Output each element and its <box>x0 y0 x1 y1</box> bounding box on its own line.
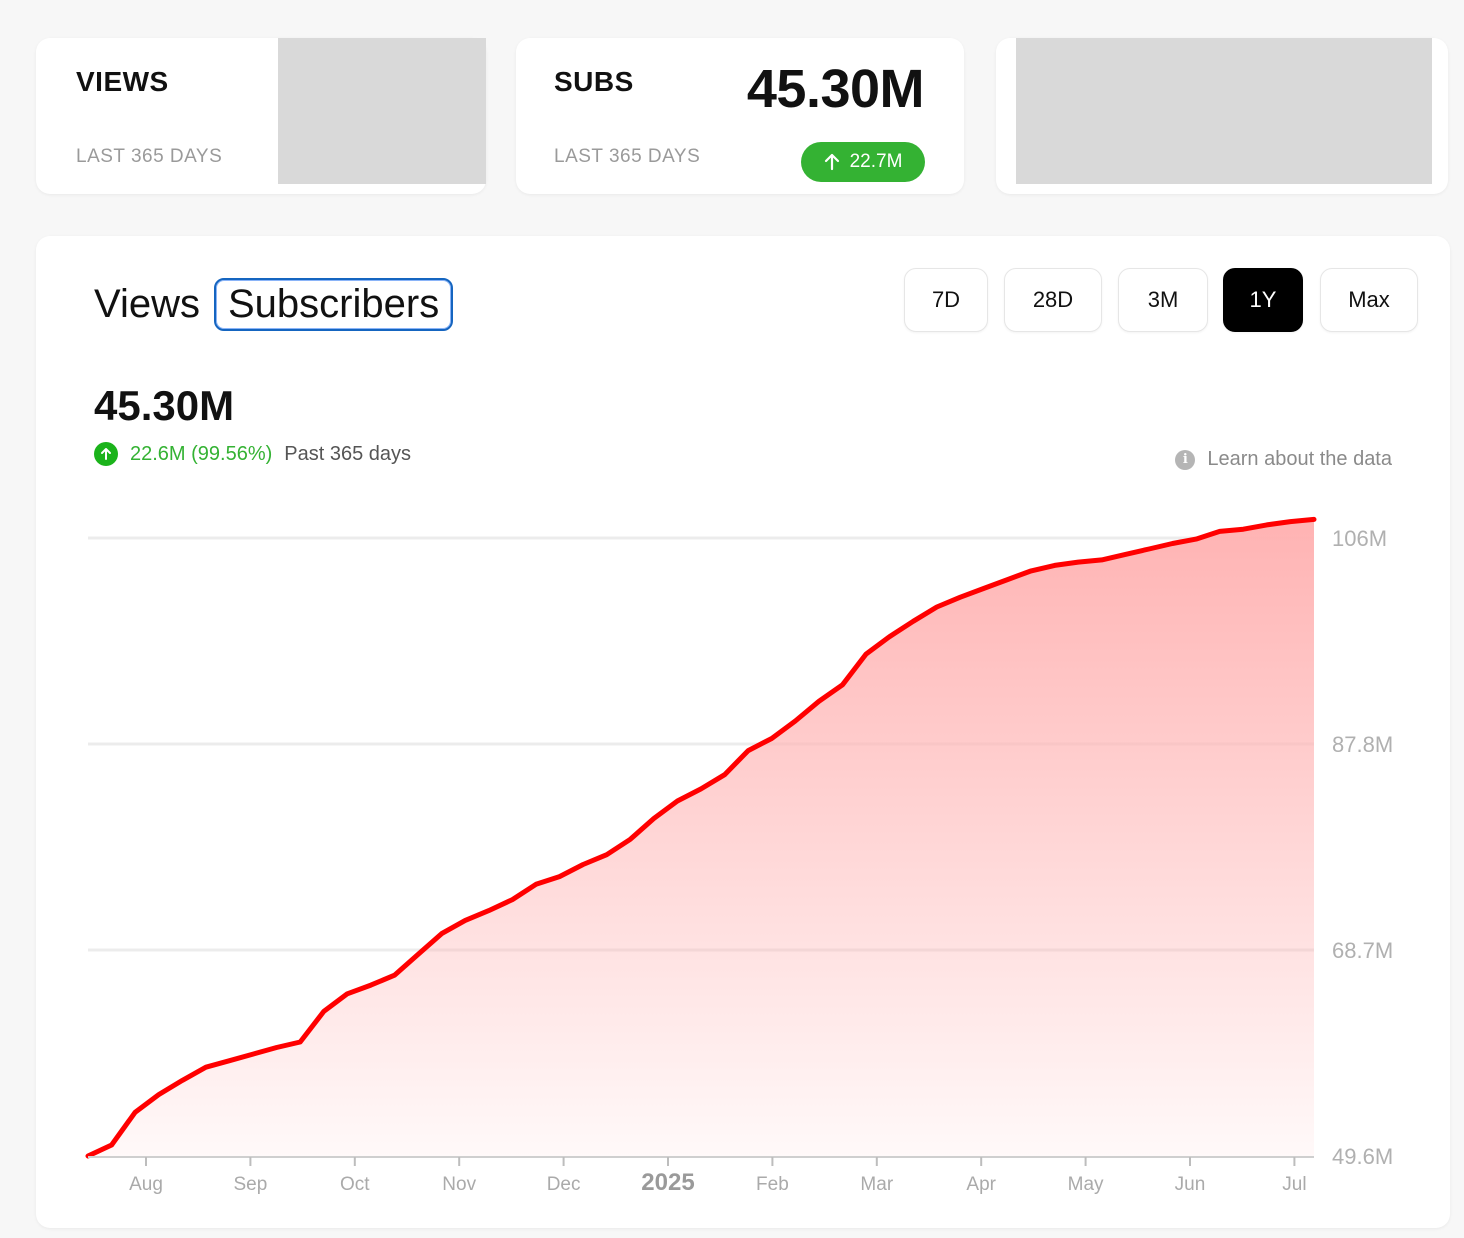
subs-card-period: LAST 365 DAYS <box>554 146 701 167</box>
y-tick-label: 87.8M <box>1332 732 1393 757</box>
arrow-up-icon <box>824 153 839 171</box>
chart-card: Views Subscribers 7D 28D 3M 1Y Max 45.30… <box>36 236 1450 1228</box>
subscribers-area-chart: 106M 87.8M 68.7M 49.6M Aug Sep Oct Nov Dec 2025 Fe… <box>85 516 1393 1196</box>
learn-about-data-label: Learn about the data <box>1207 448 1392 470</box>
tab-subscribers[interactable]: Subscribers <box>214 278 454 331</box>
subs-stat-card[interactable]: SUBS LAST 365 DAYS 45.30M 22.7M <box>516 38 964 194</box>
delta-value: 22.6M (99.56%) <box>130 442 273 465</box>
x-tick-label: 2025 <box>641 1169 694 1196</box>
range-28d-button[interactable]: 28D <box>1004 268 1102 332</box>
y-tick-label: 106M <box>1332 526 1387 551</box>
delta-row: 22.6M (99.56%) Past 365 days <box>94 442 411 466</box>
subs-delta-value: 22.7M <box>849 151 903 172</box>
y-tick-label: 68.7M <box>1332 938 1393 963</box>
third-stat-card[interactable] <box>996 38 1448 194</box>
series-area <box>88 519 1314 1156</box>
x-tick-label: Feb <box>756 1174 789 1195</box>
arrow-up-circle-icon <box>94 442 118 466</box>
x-tick-label: Oct <box>340 1174 370 1195</box>
x-tick-label: Dec <box>547 1174 581 1195</box>
y-tick-label: 49.6M <box>1332 1144 1393 1169</box>
range-1y-button[interactable]: 1Y <box>1223 268 1303 332</box>
subs-delta-badge: 22.7M <box>801 142 925 182</box>
x-tick-label: May <box>1068 1174 1104 1195</box>
views-stat-card[interactable]: VIEWS LAST 365 DAYS <box>36 38 486 194</box>
x-tick-label: Nov <box>442 1174 476 1195</box>
series-line <box>85 516 1317 1159</box>
views-card-image-placeholder <box>278 38 486 184</box>
subs-card-value: 45.30M <box>746 59 925 119</box>
range-7d-button[interactable]: 7D <box>904 268 988 332</box>
third-card-image-placeholder <box>1016 38 1432 184</box>
x-tick-label: Jul <box>1282 1174 1306 1195</box>
x-tick-label: Jun <box>1175 1174 1206 1195</box>
delta-period: Past 365 days <box>284 442 412 465</box>
views-card-label: VIEWS <box>76 66 169 97</box>
subs-card-label: SUBS <box>554 66 634 97</box>
x-tick-label: Aug <box>129 1174 163 1195</box>
range-3m-button[interactable]: 3M <box>1118 268 1208 332</box>
subscriber-total: 45.30M <box>94 382 235 429</box>
x-tick-label: Sep <box>233 1174 267 1195</box>
learn-about-data-link[interactable]: i Learn about the data <box>1175 448 1392 471</box>
info-icon: i <box>1175 449 1196 470</box>
x-tick-label: Apr <box>966 1174 996 1195</box>
views-card-period: LAST 365 DAYS <box>76 146 223 167</box>
tab-views[interactable]: Views <box>94 282 200 326</box>
range-max-button[interactable]: Max <box>1320 268 1418 332</box>
x-tick-label: Mar <box>860 1174 893 1195</box>
